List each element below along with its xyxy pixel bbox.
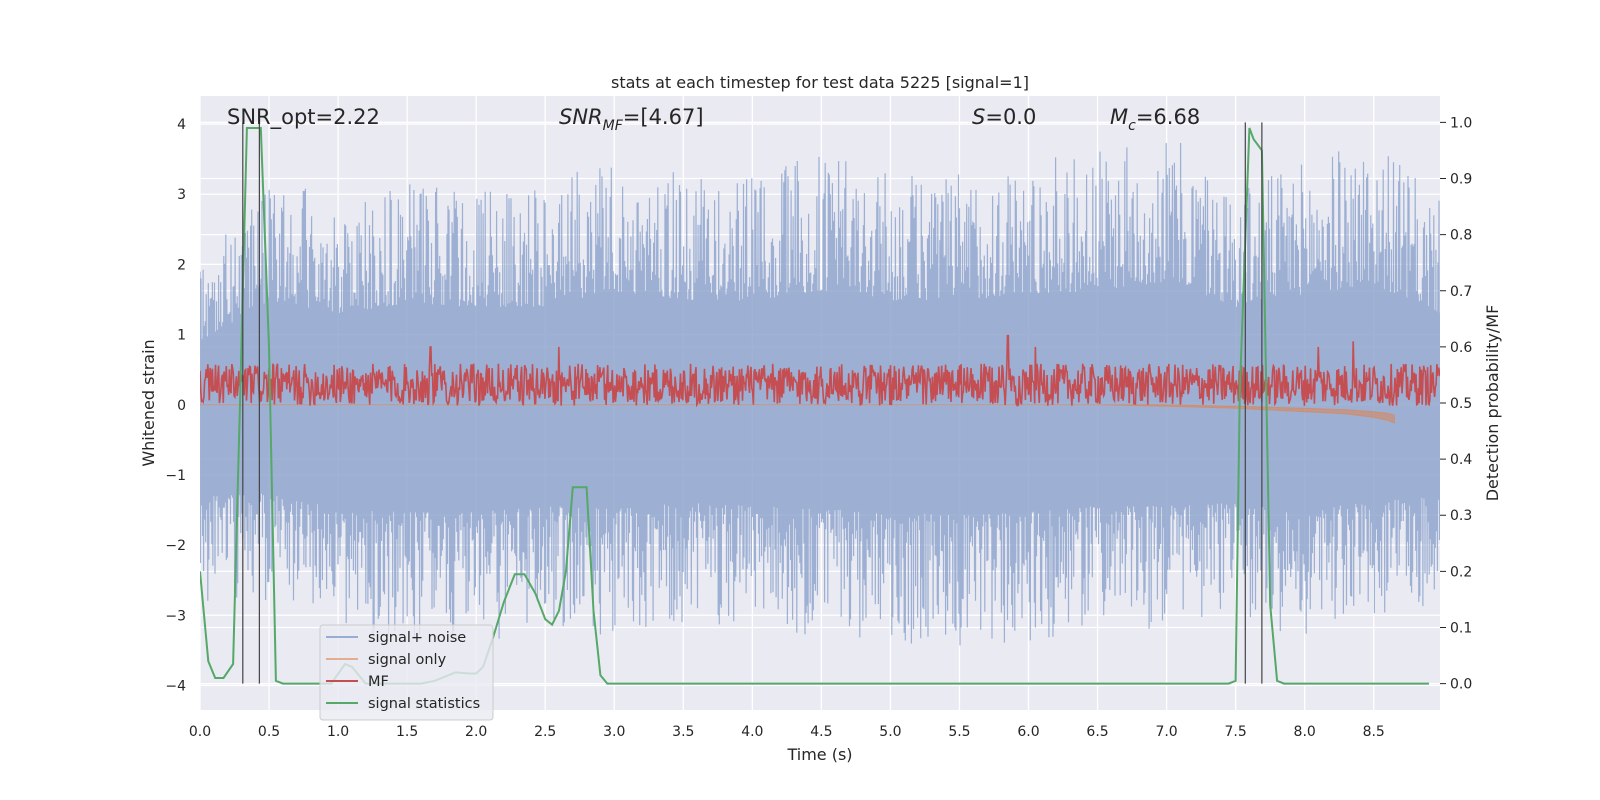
y-tick-label: 3 (177, 187, 186, 203)
y2-tick-label: 0.7 (1450, 284, 1472, 300)
x-tick-label: 0.5 (258, 724, 280, 740)
y-axis-ticks: −4 −3 −2 −1 0 1 2 3 4 (165, 117, 186, 694)
legend-box (319, 624, 494, 721)
x-tick-label: 7.0 (1155, 724, 1177, 740)
series-mf (200, 334, 1440, 408)
y2-tick-label: 0.9 (1450, 172, 1472, 188)
y2-tick-label: 0.4 (1450, 452, 1472, 468)
x-tick-label: 6.5 (1086, 724, 1108, 740)
y-tick-label: −1 (165, 468, 186, 484)
series-signal-only (200, 404, 1395, 424)
x-tick-label: 4.0 (741, 724, 763, 740)
x-tick-label: 2.0 (465, 724, 487, 740)
x-tick-label: 5.5 (948, 724, 970, 740)
legend-label-signal-only: signal only (368, 652, 447, 668)
x-tick-label: 1.5 (396, 724, 418, 740)
x-tick-label: 3.5 (672, 724, 694, 740)
x-axis-label: Time (s) (786, 745, 852, 764)
y-tick-label: 1 (177, 328, 186, 344)
marker-lines (242, 122, 1263, 684)
y2-tick-label: 0.3 (1450, 508, 1472, 524)
annotation-snr-mf-base: SNR (559, 105, 603, 129)
annotation-s-label: S (972, 105, 985, 129)
legend-label-signal-noise: signal+ noise (368, 630, 466, 646)
x-tick-label: 0.0 (189, 724, 211, 740)
x-tick-label: 8.5 (1363, 724, 1385, 740)
x-tick-label: 3.0 (603, 724, 625, 740)
annotation-mc: Mc=6.68 (1110, 105, 1200, 134)
annotation-snr-opt: SNR_opt=2.22 (227, 105, 380, 130)
annotation-mc-sub: c (1128, 118, 1136, 134)
x-tick-label: 1.0 (327, 724, 349, 740)
y2-tick-label: 0.5 (1450, 396, 1472, 412)
y-tick-label: 4 (177, 117, 186, 133)
annotation-snr-mf-value: =[4.67] (623, 105, 704, 129)
y2-tick-label: 0.6 (1450, 340, 1472, 356)
y2-tick-label: 1.0 (1450, 115, 1472, 131)
y2-tick-label: 0.8 (1450, 228, 1472, 244)
y-tick-label: 2 (177, 257, 186, 273)
annotation-s-value: =0.0 (985, 105, 1036, 129)
y2-axis-ticks: 0.0 0.1 0.2 0.3 0.4 0.5 0.6 0.7 0.8 0.9 1.0 (1440, 115, 1472, 693)
x-tick-label: 8.0 (1294, 724, 1316, 740)
x-tick-label: 2.5 (534, 724, 556, 740)
y2-tick-label: 0.1 (1450, 620, 1472, 636)
y-tick-label: −2 (165, 538, 186, 554)
legend: signal+ noise signal only MF signal stat… (319, 624, 494, 721)
annotation-mc-value: =6.68 (1136, 105, 1200, 129)
annotation-mc-base: M (1110, 105, 1128, 129)
x-tick-label: 7.5 (1225, 724, 1247, 740)
annotation-s: S=0.0 (972, 105, 1036, 129)
y2-tick-label: 0.2 (1450, 564, 1472, 580)
x-tick-label: 5.0 (879, 724, 901, 740)
series-signal-statistics (200, 127, 1429, 685)
x-tick-label: 6.0 (1017, 724, 1039, 740)
y-axis-label: Whitened strain (139, 339, 158, 466)
annotation-snr-mf-sub: MF (603, 118, 624, 134)
legend-label-mf: MF (368, 674, 389, 690)
y2-tick-label: 0.0 (1450, 677, 1472, 693)
x-tick-label: 4.5 (810, 724, 832, 740)
chart-title: stats at each timestep for test data 522… (611, 73, 1029, 92)
y2-axis-label: Detection probability/MF (1483, 305, 1502, 502)
y-tick-label: −3 (165, 608, 186, 624)
y-tick-label: 0 (177, 398, 186, 414)
series-signal-noise (200, 142, 1440, 646)
x-axis-ticks: 0.0 0.5 1.0 1.5 2.0 2.5 3.0 3.5 4.0 4.5 5.0 5.5 6.0 6… (189, 724, 1385, 740)
annotation-snr-mf: SNRMF=[4.67] (559, 105, 704, 134)
plot-data (200, 127, 1440, 685)
y-tick-label: −4 (165, 678, 186, 694)
legend-label-signal-statistics: signal statistics (368, 696, 480, 712)
